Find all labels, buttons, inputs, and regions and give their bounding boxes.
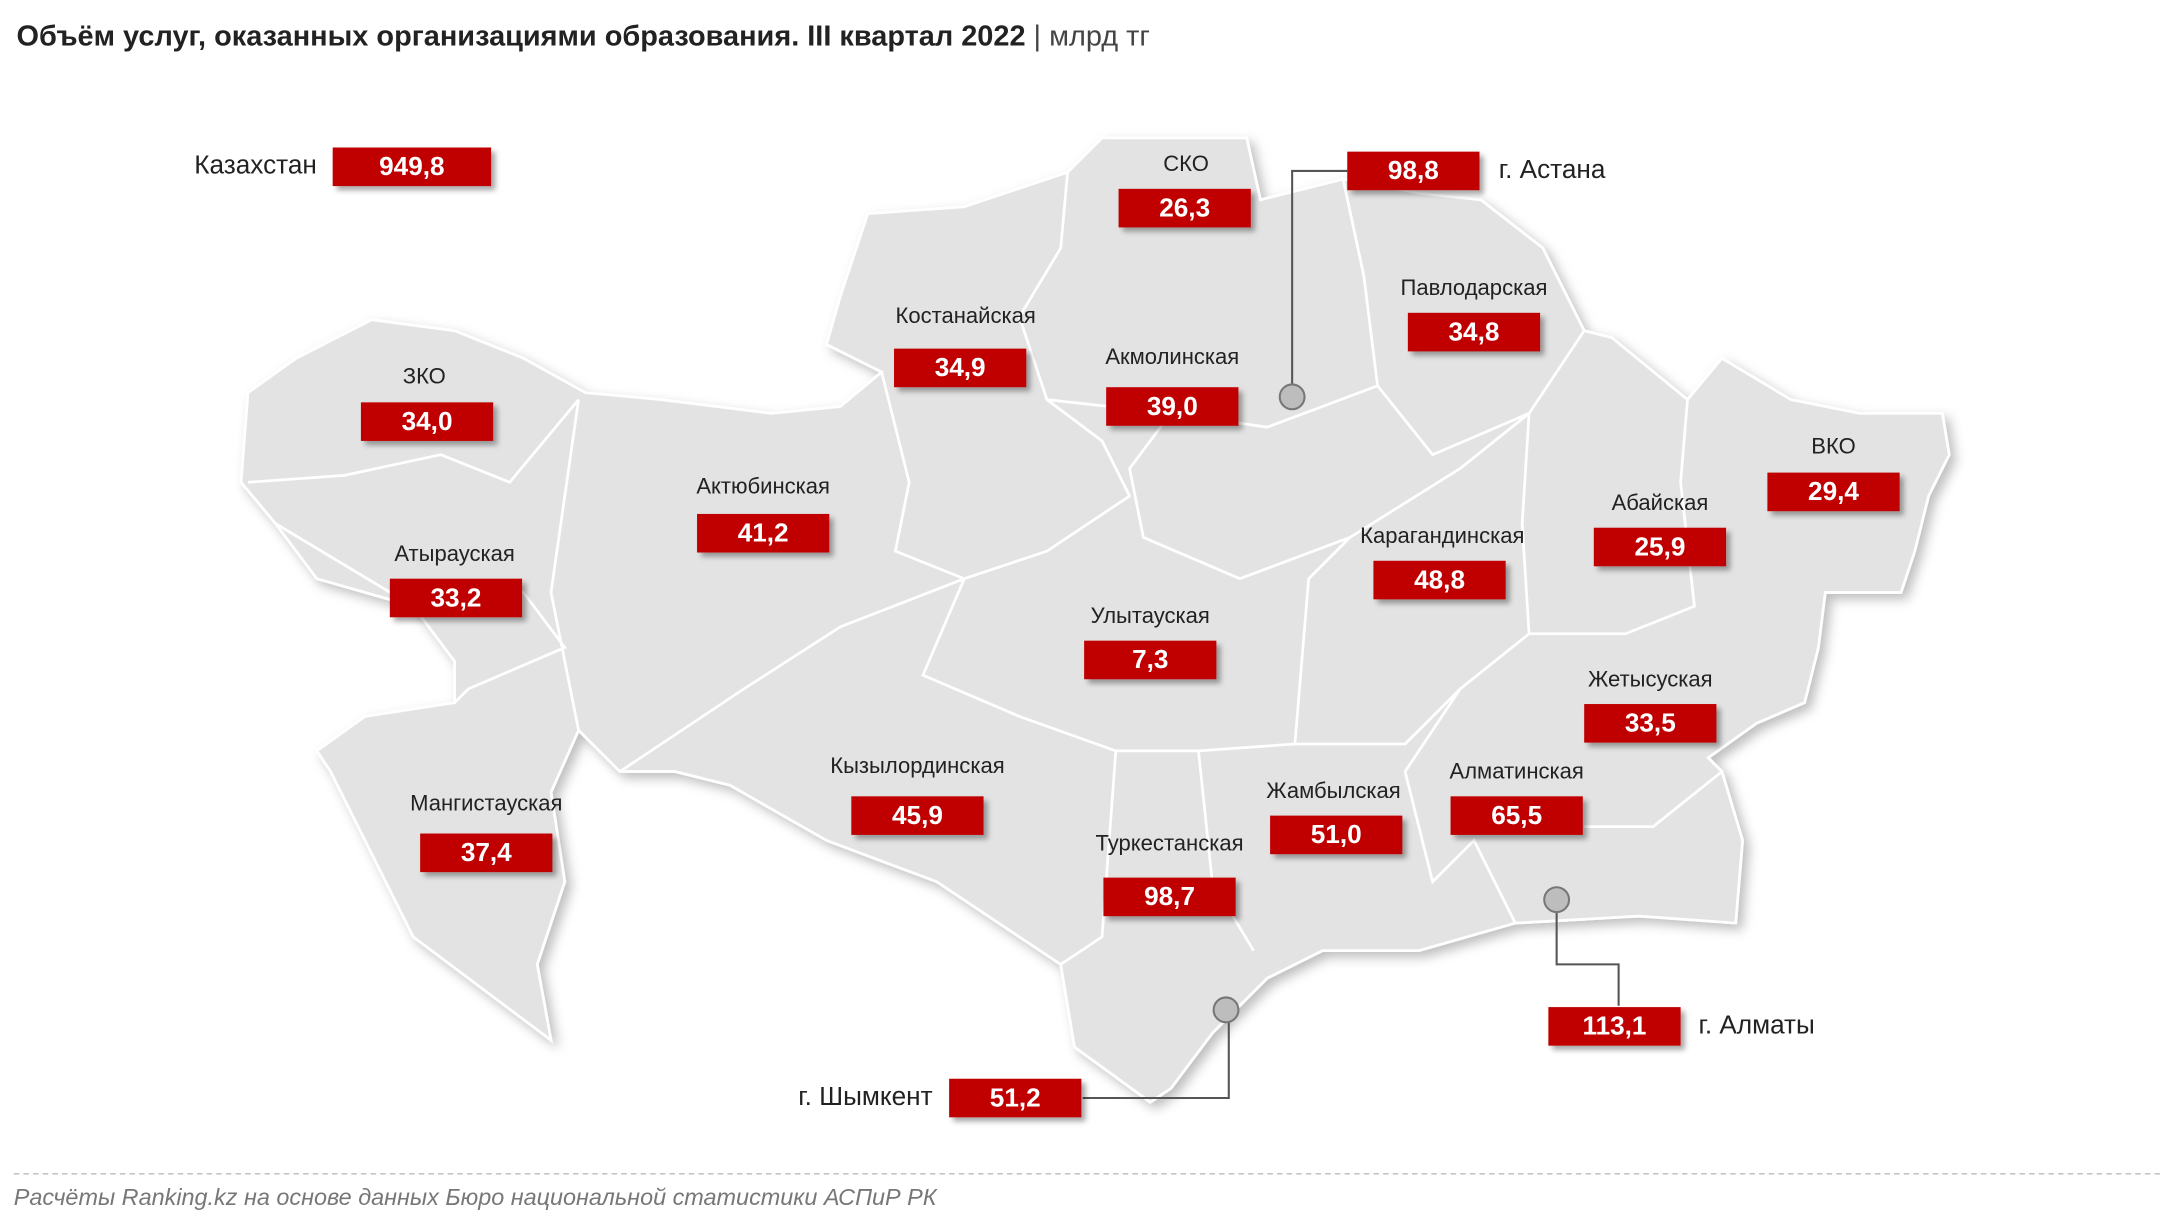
value-label: 113,1 bbox=[1582, 1011, 1646, 1041]
region-name: Улытауская bbox=[1091, 603, 1210, 628]
value-box bbox=[420, 833, 553, 873]
country-shape bbox=[239, 136, 1951, 1104]
value-box bbox=[1118, 188, 1251, 228]
value-label: 98,7 bbox=[1144, 881, 1195, 911]
source-note: Расчёты Ranking.kz на основе данных Бюро… bbox=[14, 1184, 938, 1210]
city-name: г. Шымкент bbox=[798, 1081, 932, 1111]
region-name: СКО bbox=[1163, 151, 1209, 176]
city-name: г. Алматы bbox=[1699, 1009, 1815, 1039]
value-box bbox=[1373, 560, 1506, 600]
value-label: 51,2 bbox=[990, 1082, 1041, 1112]
country-name: Казахстан bbox=[194, 150, 317, 180]
region-name: Алматинская bbox=[1450, 759, 1584, 784]
region-name: Атырауская bbox=[394, 541, 514, 566]
separator: | bbox=[1026, 20, 1050, 52]
leader-line bbox=[1082, 1009, 1230, 1100]
value-box bbox=[1347, 151, 1480, 191]
title: Объём услуг, оказанных организациями обр… bbox=[17, 20, 1150, 52]
value-box bbox=[1584, 704, 1717, 743]
value-label: 34,9 bbox=[935, 352, 986, 382]
value-label: 7,3 bbox=[1132, 644, 1168, 674]
value-box bbox=[360, 402, 494, 441]
unit: млрд тг bbox=[1049, 20, 1150, 52]
leader-line bbox=[1555, 899, 1620, 1006]
value-label: 45,9 bbox=[892, 800, 943, 830]
value-box bbox=[851, 796, 984, 835]
value-box bbox=[1103, 877, 1236, 917]
region-name: Жетысуская bbox=[1588, 666, 1713, 691]
value-label: 39,0 bbox=[1147, 391, 1198, 421]
region-name: Костанайская bbox=[896, 303, 1036, 328]
value-label: 48,8 bbox=[1414, 564, 1465, 594]
value-box bbox=[894, 348, 1027, 388]
value-box bbox=[1106, 387, 1239, 426]
value-box bbox=[1548, 1007, 1681, 1046]
value-box bbox=[697, 513, 830, 553]
value-label: 65,5 bbox=[1491, 800, 1542, 830]
value-label: 51,0 bbox=[1311, 819, 1362, 849]
city-marker bbox=[1543, 886, 1571, 914]
value-label: 33,2 bbox=[431, 582, 482, 612]
region-borders bbox=[247, 172, 1723, 966]
title-text: Объём услуг, оказанных организациями обр… bbox=[17, 20, 1026, 52]
value-box bbox=[1450, 796, 1583, 835]
region-name: ЗКО bbox=[403, 363, 446, 388]
city-marker bbox=[1278, 383, 1306, 411]
value-label: 25,9 bbox=[1634, 531, 1685, 561]
region-name: Павлодарская bbox=[1401, 275, 1548, 300]
value-label: 98,8 bbox=[1388, 155, 1439, 185]
value-label: 41,2 bbox=[738, 518, 789, 548]
value-label: 949,8 bbox=[379, 151, 444, 181]
value-box bbox=[332, 147, 492, 187]
region-name: Кызылординская bbox=[830, 753, 1004, 778]
value-label: 34,0 bbox=[402, 406, 453, 436]
value-box bbox=[1767, 472, 1900, 512]
city-marker bbox=[1212, 996, 1240, 1024]
region-name: Туркестанская bbox=[1096, 830, 1244, 855]
value-label: 29,4 bbox=[1808, 476, 1859, 506]
region-name: Акмолинская bbox=[1105, 344, 1239, 369]
city-name: г. Астана bbox=[1499, 154, 1606, 184]
region-name: ВКО bbox=[1811, 434, 1855, 459]
value-box bbox=[1270, 815, 1403, 855]
value-box bbox=[1084, 640, 1217, 680]
value-box bbox=[389, 578, 523, 618]
region-name: Карагандинская bbox=[1360, 523, 1524, 548]
value-box bbox=[1593, 527, 1727, 567]
region-name: Актюбинская bbox=[696, 474, 830, 499]
value-box bbox=[949, 1078, 1082, 1118]
region-name: Мангистауская bbox=[410, 790, 562, 815]
value-label: 33,5 bbox=[1625, 708, 1676, 738]
leader-line bbox=[1291, 169, 1348, 397]
value-label: 34,8 bbox=[1449, 316, 1500, 346]
region-name: Абайская bbox=[1612, 490, 1709, 515]
value-box bbox=[1407, 312, 1541, 352]
value-label: 26,3 bbox=[1159, 192, 1210, 222]
value-label: 37,4 bbox=[461, 837, 512, 867]
region-name: Жамбылская bbox=[1266, 778, 1400, 803]
